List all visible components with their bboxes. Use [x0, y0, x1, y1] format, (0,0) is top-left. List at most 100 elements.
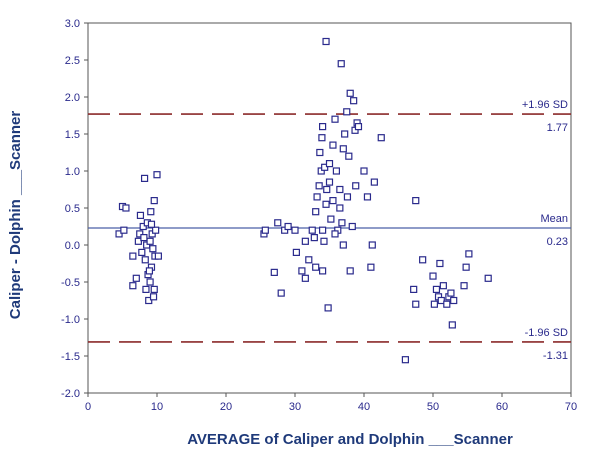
data-point — [339, 241, 347, 249]
data-point — [350, 97, 358, 105]
reference-line-value: 0.23 — [547, 236, 568, 248]
data-point — [345, 152, 353, 160]
data-point — [322, 200, 330, 208]
y-tick-label: -1.0 — [61, 314, 80, 326]
data-point — [122, 204, 130, 212]
data-point — [337, 60, 345, 68]
data-point — [325, 178, 334, 186]
data-point — [305, 256, 313, 264]
data-point — [322, 37, 330, 46]
data-point — [439, 282, 447, 290]
data-point — [115, 230, 123, 238]
x-tick-label: 40 — [358, 401, 370, 413]
y-tick-label: -2.0 — [61, 388, 80, 400]
data-point — [308, 226, 316, 234]
data-point — [136, 211, 145, 219]
x-tick-label: 0 — [85, 401, 91, 413]
data-point — [412, 300, 420, 308]
data-point — [318, 134, 326, 142]
x-tick-label: 30 — [289, 401, 301, 413]
data-point — [368, 241, 376, 249]
data-point — [360, 167, 368, 175]
data-point — [338, 219, 346, 227]
data-point — [363, 193, 372, 201]
data-point — [410, 285, 418, 293]
data-point — [354, 122, 363, 131]
data-point — [129, 282, 137, 290]
data-point — [313, 193, 321, 201]
reference-line-label: +1.96 SD — [522, 99, 568, 111]
data-point — [292, 248, 300, 256]
data-point — [149, 245, 157, 253]
data-point — [331, 230, 339, 238]
data-point — [460, 282, 468, 290]
data-point — [145, 296, 153, 305]
data-point — [140, 234, 148, 242]
data-point — [465, 250, 473, 258]
data-point — [348, 222, 356, 231]
data-point — [346, 267, 354, 275]
data-point — [301, 274, 309, 282]
data-point — [432, 285, 441, 293]
data-point — [341, 130, 349, 138]
data-point — [284, 222, 292, 231]
x-tick-label: 60 — [496, 401, 508, 413]
data-point — [152, 226, 160, 234]
data-point — [484, 274, 492, 282]
data-point — [150, 197, 158, 205]
data-point — [412, 197, 420, 205]
data-point — [146, 278, 154, 286]
data-point — [332, 167, 340, 175]
data-point — [150, 285, 158, 293]
y-axis-ticks: 3.0 2.5 2.0 1.5 1.0 0.5 0.0 -0.5 -1.0 -1.5 -2.0 — [61, 18, 88, 400]
data-point — [277, 289, 285, 297]
y-tick-label: 2.5 — [65, 55, 80, 67]
data-point — [319, 226, 327, 234]
y-tick-label: -1.5 — [61, 351, 80, 363]
data-point — [436, 259, 444, 268]
data-point — [153, 171, 161, 179]
data-point — [142, 285, 150, 293]
data-point — [301, 237, 309, 245]
reference-line-value: 1.77 — [547, 122, 568, 134]
data-point — [327, 215, 335, 223]
data-point — [437, 296, 445, 305]
data-point — [419, 256, 427, 264]
reference-lines: +1.96 SD 1.77 Mean 0.23 -1.96 SD -1.31 — [88, 99, 571, 362]
x-tick-label: 20 — [220, 401, 232, 413]
y-axis-title: Caliper - Dolphin ___Scanner — [7, 111, 24, 320]
data-point — [129, 252, 137, 260]
data-point — [443, 300, 451, 308]
y-tick-label: 0.5 — [65, 203, 80, 215]
data-point — [149, 293, 158, 301]
data-point — [343, 193, 352, 201]
data-point — [447, 289, 455, 297]
data-point — [316, 148, 324, 157]
data-point — [319, 122, 327, 131]
data-point — [141, 256, 149, 264]
x-tick-label: 10 — [151, 401, 163, 413]
data-point — [370, 178, 378, 186]
data-points — [115, 37, 492, 364]
data-point — [367, 263, 375, 271]
data-point — [450, 296, 458, 305]
data-point — [377, 134, 385, 142]
data-point — [324, 304, 332, 312]
y-tick-label: 1.0 — [65, 166, 80, 178]
data-point — [331, 115, 339, 123]
data-point — [138, 248, 146, 256]
data-point — [270, 268, 278, 276]
plot-frame — [87, 22, 572, 394]
data-point — [120, 226, 128, 234]
data-point — [274, 219, 282, 227]
data-point — [320, 237, 328, 245]
data-point — [315, 182, 323, 190]
y-tick-label: 1.5 — [65, 129, 80, 141]
data-point — [139, 222, 147, 231]
data-point — [146, 237, 154, 245]
data-point — [325, 160, 334, 168]
data-point — [291, 226, 299, 234]
y-tick-label: 2.0 — [65, 92, 80, 104]
data-point — [321, 163, 329, 171]
